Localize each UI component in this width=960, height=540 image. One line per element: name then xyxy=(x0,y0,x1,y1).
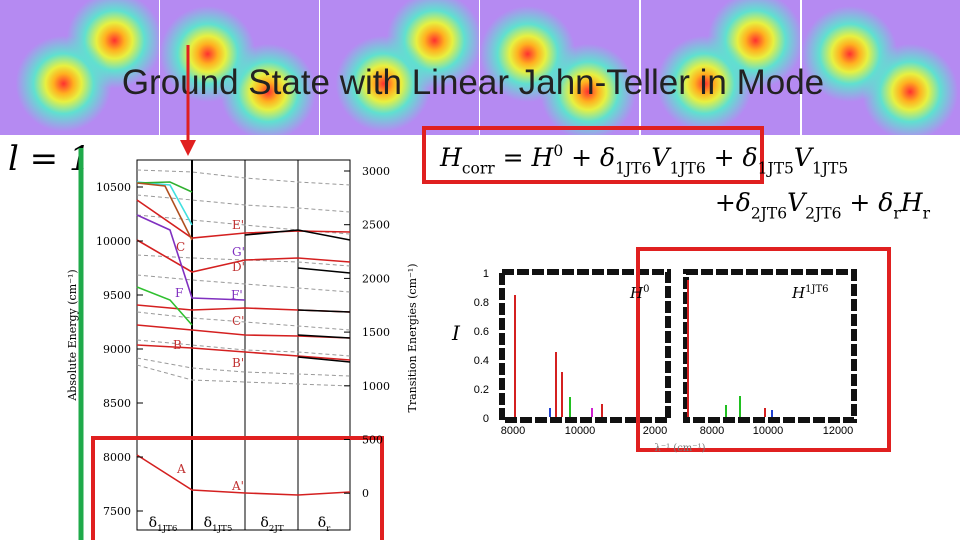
term: +δ xyxy=(715,188,751,217)
state-label: F xyxy=(175,286,183,300)
y-tick-label: 9500 xyxy=(103,289,131,302)
y2-tick-label: 1500 xyxy=(362,326,390,339)
x-tick-label: 12000 xyxy=(823,425,854,437)
subscript: corr xyxy=(462,160,495,178)
y2-tick-label: 0 xyxy=(362,487,369,500)
levels xyxy=(136,181,351,496)
axis-title: Absolute Energy (cm⁻¹) xyxy=(66,269,79,401)
y-tick-label: 0 xyxy=(483,413,489,425)
x-tick-label: 8000 xyxy=(700,425,724,437)
superscript: 1JT6 xyxy=(805,284,828,295)
panel-label: H1JT6 xyxy=(791,284,829,302)
subscript: r xyxy=(893,205,901,223)
y-tick-label: 0.8 xyxy=(474,297,489,309)
subscript: r xyxy=(923,205,931,223)
term: δ xyxy=(260,515,268,531)
x-tick-label: 10000 xyxy=(565,425,596,437)
term: H xyxy=(791,284,806,302)
subscript: 1JT5 xyxy=(212,524,232,534)
term: + δ xyxy=(706,143,758,172)
subscript: 2JT6 xyxy=(805,205,841,223)
subscript: r xyxy=(326,524,331,534)
state-label: B xyxy=(173,338,182,352)
subscript: 2JT6 xyxy=(751,205,787,223)
subscript: 2JT xyxy=(269,524,284,534)
y2-tick-label: 2000 xyxy=(362,272,390,285)
subscript: 1JT6 xyxy=(157,524,177,534)
term: V xyxy=(787,188,808,217)
x-tick-label: δ2JT xyxy=(260,515,283,534)
mode-label: l = 1 xyxy=(8,139,91,179)
dashed-levels xyxy=(136,169,351,387)
x-tick-label: 8000 xyxy=(501,425,525,437)
y-tick-label: 8000 xyxy=(103,451,131,464)
term: + δ xyxy=(563,143,615,172)
state-label: E' xyxy=(232,218,244,232)
axis-title: Transition Energies (cm⁻¹) xyxy=(406,263,419,412)
y2-tick-label: 1000 xyxy=(362,380,390,393)
y-tick-label: 9000 xyxy=(103,343,131,356)
term: δ xyxy=(149,515,157,531)
panel-label: H0 xyxy=(629,284,649,302)
state-label: C' xyxy=(232,314,244,328)
axis-title: λ⁻¹ (cm⁻¹) xyxy=(655,443,706,454)
subscript: 1JT6 xyxy=(615,160,651,178)
axis-title: I xyxy=(451,321,461,345)
y-tick-label: 0.6 xyxy=(474,326,489,338)
y-tick-label: 10000 xyxy=(96,235,131,248)
x-tick-label: 2000 xyxy=(643,425,667,437)
superscript: 0 xyxy=(643,284,649,295)
equation-line: +δ2JT6V2JT6 + δrHr xyxy=(715,188,931,223)
spectrum-panel xyxy=(499,269,671,423)
energy-plot xyxy=(136,159,351,531)
x-tick-label: δr xyxy=(318,515,331,534)
y2-tick-label: 2500 xyxy=(362,219,390,232)
slide-title: Ground State with Linear Jahn-Teller in … xyxy=(122,63,824,102)
spectrum-lines xyxy=(514,280,773,417)
banner-tile xyxy=(802,0,960,135)
term: = H xyxy=(495,143,555,172)
term: H xyxy=(629,284,644,302)
banner-tile xyxy=(641,0,800,135)
state-label: F' xyxy=(231,288,243,302)
term: H xyxy=(900,188,924,217)
x-tick-label: δ1JT6 xyxy=(149,515,178,534)
state-label: A xyxy=(176,462,186,476)
term: V xyxy=(651,143,672,172)
subscript: 1JT5 xyxy=(812,160,848,178)
y-tick-label: 10500 xyxy=(96,181,131,194)
y-tick-label: 7500 xyxy=(103,505,131,518)
x-tick-label: δ1JT5 xyxy=(204,515,233,534)
x-tick-label: 10000 xyxy=(753,425,784,437)
state-label: C xyxy=(176,240,185,254)
y-tick-label: 8500 xyxy=(103,397,131,410)
state-label: B' xyxy=(232,356,244,370)
highlight-boxes xyxy=(91,126,891,540)
term: V xyxy=(794,143,815,172)
state-label: A' xyxy=(231,479,244,493)
y-tick-label: 0.4 xyxy=(474,355,489,367)
term: δ xyxy=(318,515,326,531)
spectrum-panel xyxy=(683,269,857,423)
superscript: 0 xyxy=(553,142,563,160)
y-tick-label: 1 xyxy=(483,268,489,280)
subscript: 1JT5 xyxy=(758,160,794,178)
state-label: G' xyxy=(232,245,245,259)
y-tick-label: 0.2 xyxy=(474,384,489,396)
term: + δ xyxy=(841,188,893,217)
subscript: 1JT6 xyxy=(669,160,705,178)
term: δ xyxy=(204,515,212,531)
state-label: D' xyxy=(232,260,245,274)
term: H xyxy=(439,143,463,172)
banner-tile xyxy=(320,0,479,135)
y2-tick-label: 3000 xyxy=(362,165,390,178)
banner-tile xyxy=(0,0,159,135)
arrow-head xyxy=(180,140,196,156)
equation-line: Hcorr = H0 + δ1JT6V1JT6 + δ1JT5V1JT5 xyxy=(439,142,848,178)
banner-tile xyxy=(480,0,639,135)
y2-tick-label: 500 xyxy=(362,434,383,447)
